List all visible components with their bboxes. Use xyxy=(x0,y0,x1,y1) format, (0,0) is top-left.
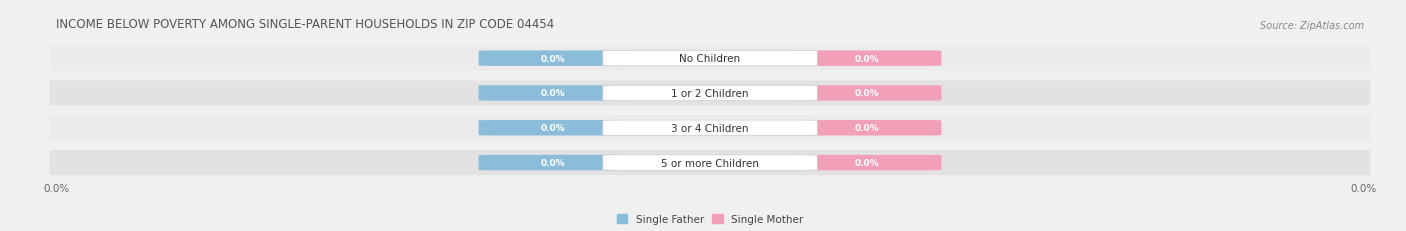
Text: 3 or 4 Children: 3 or 4 Children xyxy=(671,123,749,133)
Text: 0.0%: 0.0% xyxy=(855,124,879,133)
FancyBboxPatch shape xyxy=(49,46,1371,71)
FancyBboxPatch shape xyxy=(603,86,817,101)
FancyBboxPatch shape xyxy=(478,155,627,170)
Text: 0.0%: 0.0% xyxy=(541,158,565,167)
FancyBboxPatch shape xyxy=(793,121,942,136)
FancyBboxPatch shape xyxy=(603,121,817,136)
FancyBboxPatch shape xyxy=(478,51,627,67)
FancyBboxPatch shape xyxy=(793,155,942,170)
Text: INCOME BELOW POVERTY AMONG SINGLE-PARENT HOUSEHOLDS IN ZIP CODE 04454: INCOME BELOW POVERTY AMONG SINGLE-PARENT… xyxy=(56,18,554,30)
Text: No Children: No Children xyxy=(679,54,741,64)
FancyBboxPatch shape xyxy=(793,86,942,101)
Text: 5 or more Children: 5 or more Children xyxy=(661,158,759,168)
FancyBboxPatch shape xyxy=(478,86,627,101)
FancyBboxPatch shape xyxy=(478,121,627,136)
Text: 0.0%: 0.0% xyxy=(855,55,879,63)
Text: 0.0%: 0.0% xyxy=(855,89,879,98)
Text: Source: ZipAtlas.com: Source: ZipAtlas.com xyxy=(1260,21,1364,30)
Legend: Single Father, Single Mother: Single Father, Single Mother xyxy=(613,210,807,228)
FancyBboxPatch shape xyxy=(49,116,1371,141)
Text: 1 or 2 Children: 1 or 2 Children xyxy=(671,88,749,99)
FancyBboxPatch shape xyxy=(793,51,942,67)
Text: 0.0%: 0.0% xyxy=(855,158,879,167)
FancyBboxPatch shape xyxy=(603,51,817,67)
FancyBboxPatch shape xyxy=(49,81,1371,106)
Text: 0.0%: 0.0% xyxy=(541,55,565,63)
Text: 0.0%: 0.0% xyxy=(541,124,565,133)
Text: 0.0%: 0.0% xyxy=(541,89,565,98)
FancyBboxPatch shape xyxy=(603,155,817,170)
FancyBboxPatch shape xyxy=(49,150,1371,175)
